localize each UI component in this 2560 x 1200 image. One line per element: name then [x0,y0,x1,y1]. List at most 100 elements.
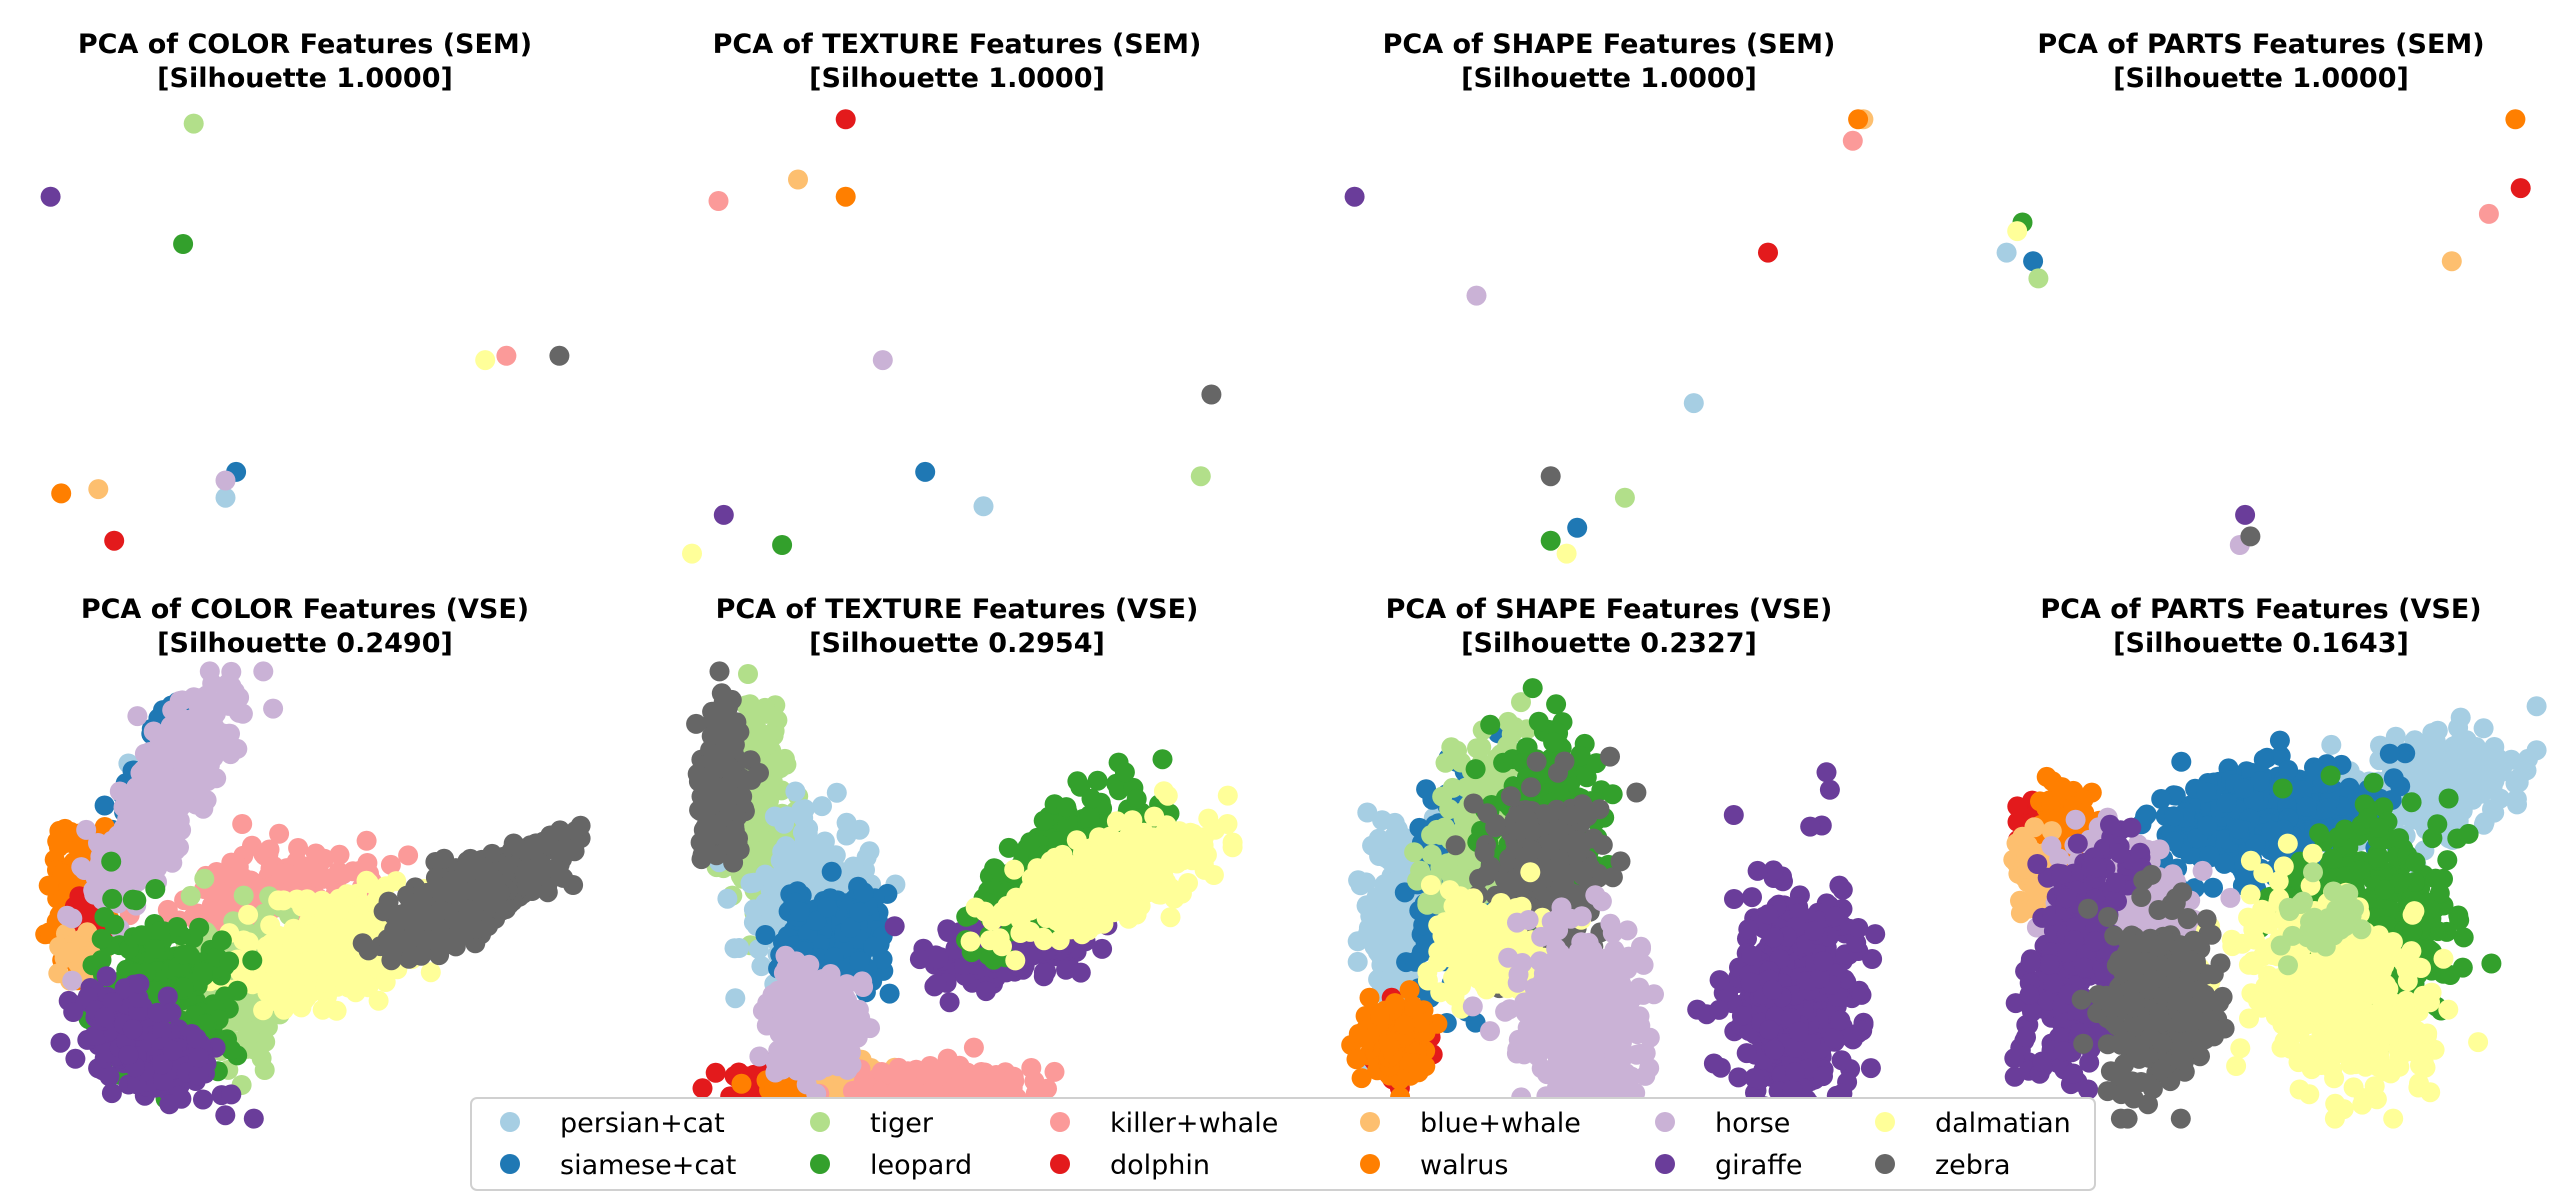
point-horse [76,819,97,840]
point-tiger [755,697,776,718]
point-horse [165,840,186,861]
point-horse [149,727,169,748]
point-zebra [705,819,726,840]
panel-color-sem: PCA of COLOR Features (SEM)[Silhouette 1… [40,29,570,551]
point-killer+whale [963,1037,984,1058]
point-horse [62,908,83,929]
point-persian+cat [717,888,738,909]
point-giraffe [2235,504,2256,525]
point-leopard [211,930,232,951]
point-siamese+cat [755,925,776,945]
point-dolphin [1758,242,1778,263]
point-tiger [757,734,778,755]
point-horse [109,781,130,802]
point-blue+whale [788,169,808,190]
point-zebra [469,855,490,876]
point-giraffe [94,1007,115,1028]
point-zebra [707,712,728,733]
point-walrus [60,821,81,842]
point-leopard [167,917,188,937]
point-zebra [1540,466,1561,487]
point-walrus [38,875,59,896]
point-persian+cat [826,782,847,803]
point-horse [796,958,817,979]
point-horse [796,1074,817,1095]
point-horse [772,1010,792,1031]
point-zebra [382,933,402,954]
panel-texture-sem: PCA of TEXTURE Features (SEM)[Silhouette… [682,29,1222,564]
point-zebra [434,848,455,869]
point-persian+cat [724,938,745,959]
point-killer+whale [2478,203,2499,224]
point-giraffe [243,1108,264,1129]
point-leopard [219,951,240,972]
point-walrus [2505,109,2526,130]
point-zebra [497,856,518,876]
point-horse [224,681,245,702]
point-zebra [709,661,730,682]
panel-subtitle: [Silhouette 0.2954] [809,628,1105,659]
point-dalmatian [368,990,389,1011]
point-blue+whale [2441,251,2462,272]
point-giraffe [884,916,905,937]
point-zebra [551,841,572,862]
point-killer+whale [333,864,353,885]
point-tiger [2028,268,2049,289]
point-tiger [239,1025,260,1045]
point-killer+whale [1021,1058,1042,1078]
point-walrus [731,1073,752,1094]
point-killer+whale [708,191,729,211]
point-leopard [1067,771,1088,792]
point-dalmatian [337,884,357,905]
point-walrus [60,870,81,891]
point-giraffe [1344,186,1365,207]
point-zebra [1201,384,1222,405]
point-giraffe [186,1028,207,1049]
point-giraffe [188,1065,209,1086]
point-dolphin [705,1062,726,1083]
point-giraffe [1070,962,1091,983]
point-horse [775,945,796,966]
point-persian+cat [836,825,857,846]
point-siamese+cat [879,983,900,1004]
point-zebra [430,900,451,921]
point-dalmatian [475,350,496,371]
panel-subtitle: [Silhouette 1.0000] [1461,63,1757,94]
point-zebra [699,766,720,787]
point-persian+cat [725,988,746,1009]
point-dalmatian [238,904,259,925]
point-walrus [51,483,72,504]
point-horse [208,740,229,760]
point-dalmatian [287,889,307,910]
point-zebra [531,854,552,875]
point-horse [253,661,274,682]
point-dalmatian [338,977,359,998]
point-zebra [387,905,408,925]
point-persian+cat [215,487,236,508]
panel-title: PCA of COLOR Features (VSE) [81,594,529,625]
point-siamese+cat [915,461,936,482]
point-leopard [173,234,194,254]
point-dalmatian [312,999,333,1020]
point-siamese+cat [817,897,838,918]
point-horse [232,703,253,724]
point-zebra [418,929,439,950]
point-siamese+cat [849,951,870,971]
point-tiger [254,1060,275,1080]
point-giraffe [118,1045,139,1065]
point-giraffe [938,922,959,942]
point-killer+whale [1842,130,1863,151]
point-horse [799,1028,820,1049]
point-horse [768,1050,789,1070]
point-dalmatian [324,947,345,968]
point-persian+cat [743,899,764,920]
point-persian+cat [973,496,994,517]
point-horse [834,1005,855,1025]
point-zebra [503,833,524,854]
point-leopard [1540,530,1561,551]
point-walrus [835,186,856,207]
point-horse [117,809,138,830]
point-siamese+cat [853,882,874,903]
point-giraffe [129,973,150,994]
